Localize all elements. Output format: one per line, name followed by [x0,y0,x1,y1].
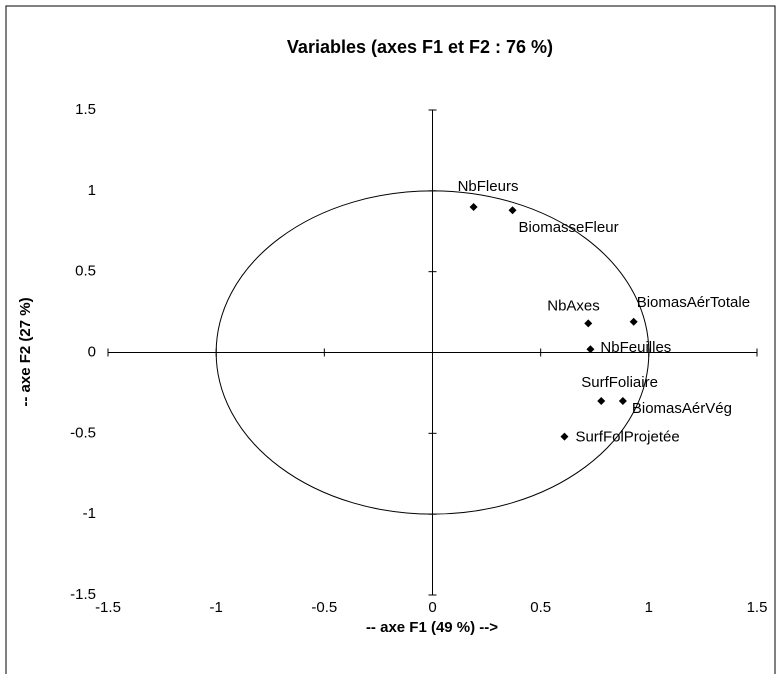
x-tick-label: -1.5 [95,599,121,616]
point-label: SurfFoliaire [581,374,658,391]
point-label: BiomasAérTotale [637,294,750,311]
point [469,203,478,211]
point-label: SurfFolProjetée [575,429,679,446]
x-axis-title: -- axe F1 (49 %) --> [366,619,498,636]
correlation-circle [215,190,650,515]
x-tick-label: 1 [645,599,653,616]
y-tick-label: -1 [83,505,96,522]
point-label: NbFleurs [458,178,519,195]
point [584,319,593,328]
x-tick-label: -0.5 [311,599,337,616]
y-tick-label: -0.5 [70,424,96,441]
point-label: BiomasAérVég [632,400,732,417]
point [586,345,595,354]
point [560,432,569,441]
point-label: BiomasseFleur [519,219,619,236]
chart-frame [5,5,776,674]
point [618,397,627,405]
y-tick-label: 1 [88,182,96,199]
y-tick-label: -1.5 [70,586,96,603]
x-tick-label: -1 [209,599,222,616]
chart-title: Variables (axes F1 et F2 : 76 %) [287,37,553,57]
y-tick-label: 0 [88,343,96,360]
y-tick-label: 1.5 [75,101,96,118]
point [597,397,606,405]
x-tick-label: 1.5 [747,599,768,616]
point [508,206,517,215]
point-label: NbAxes [547,297,600,314]
point-label: NbFeuilles [600,339,671,356]
x-tick-label: 0.5 [530,599,551,616]
y-axis-title: -- axe F2 (27 %) [17,297,34,406]
x-tick-label: 0 [428,599,436,616]
y-tick-label: 0.5 [75,263,96,280]
point [629,317,638,326]
